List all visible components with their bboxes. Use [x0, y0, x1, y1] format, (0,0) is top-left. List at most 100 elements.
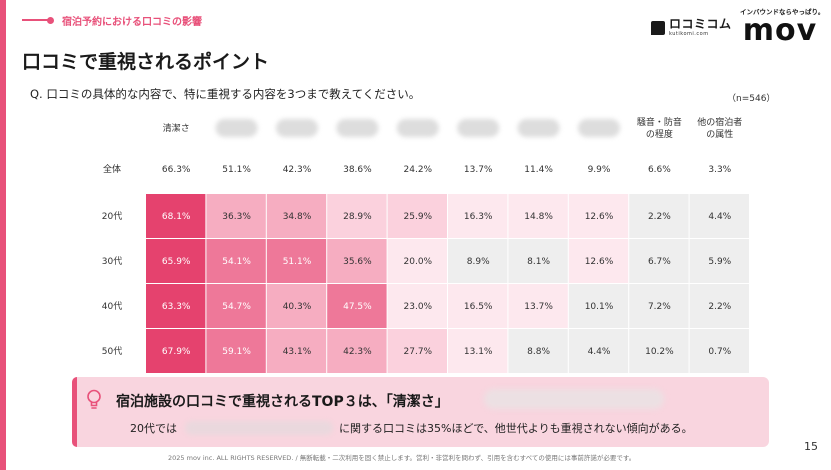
- heatmap-cell: [266, 239, 327, 283]
- cell-value-label: 12.6%: [585, 212, 614, 222]
- callout-body: 20代では に関する口コミは35%ほどで、他世代よりも重視されない傾向がある。: [130, 420, 693, 436]
- cell-value-label: 13.7%: [524, 302, 553, 312]
- accent-sidebar-bar: [0, 0, 6, 470]
- heatmap-cell: [508, 239, 568, 283]
- row-label: 50代: [102, 346, 122, 357]
- breadcrumb-dot-icon: [47, 16, 54, 24]
- column-header: 清潔さ: [163, 122, 190, 134]
- cell-value-label: 51.1%: [222, 165, 251, 175]
- redacted-column-header: [396, 119, 439, 137]
- cell-value-label: 0.7%: [708, 347, 731, 357]
- cell-value-label: 10.2%: [645, 347, 674, 357]
- cell-value-label: 8.1%: [527, 257, 550, 267]
- breadcrumb-line: [22, 19, 48, 21]
- page-title: 口コミで重視されるポイント: [22, 51, 270, 73]
- heatmap-cell: [568, 194, 629, 238]
- survey-question: Q. 口コミの具体的な内容で、特に重視する内容を3つまで教えてください。: [30, 87, 421, 101]
- kuchikomi-brand: ロコミコム: [669, 17, 732, 31]
- heatmap-cell: [689, 329, 749, 373]
- cell-value-label: 63.3%: [162, 302, 191, 312]
- heatmap-cell: [568, 284, 629, 328]
- column-header: 騒音・防音の程度: [637, 116, 682, 140]
- heatmap-cell: [266, 194, 327, 238]
- column-header: 他の宿泊者の属性: [697, 116, 742, 140]
- redacted-column-header: [457, 119, 500, 137]
- heatmap-cell: [266, 329, 327, 373]
- cell-value-label: 6.6%: [648, 165, 671, 175]
- cell-value-label: 35.6%: [343, 257, 372, 267]
- mov-wordmark: mov: [742, 13, 818, 48]
- lightbulb-icon: [87, 389, 101, 409]
- cell-value-label: 36.3%: [222, 212, 251, 222]
- row-label: 20代: [102, 211, 122, 222]
- heatmap-cell: [387, 194, 447, 238]
- heatmap-cell: [206, 284, 266, 328]
- cell-value-label: 4.4%: [708, 212, 731, 222]
- heatmap-cell: [448, 239, 508, 283]
- callout-headline: 宿泊施設の口コミで重視されるTOP３は、「清潔さ」: [116, 394, 449, 410]
- cell-value-label: 8.9%: [467, 257, 490, 267]
- speech-bubble-icon: [651, 20, 665, 35]
- breadcrumb: 宿泊予約における口コミの影響: [22, 12, 202, 28]
- cell-value-label: 6.7%: [648, 257, 671, 267]
- cell-value-label: 42.3%: [283, 165, 312, 175]
- cell-value-label: 12.6%: [585, 257, 614, 267]
- redacted-column-header: [517, 119, 560, 137]
- cell-value-label: 42.3%: [343, 347, 372, 357]
- cell-value-label: 13.1%: [464, 347, 493, 357]
- cell-value-label: 20.0%: [404, 257, 433, 267]
- heatmap-cell: [448, 329, 508, 373]
- row-label: 40代: [102, 301, 122, 312]
- redacted-column-header: [276, 119, 318, 137]
- cell-value-label: 68.1%: [162, 212, 191, 222]
- cell-value-label: 34.8%: [283, 212, 312, 222]
- heatmap-cell: [689, 284, 749, 328]
- heatmap-cell: [387, 239, 447, 283]
- heatmap-cell: [206, 194, 266, 238]
- heatmap-cell: [206, 329, 266, 373]
- heatmap-cell: [508, 329, 568, 373]
- cell-value-label: 43.1%: [283, 347, 312, 357]
- cell-value-label: 54.7%: [222, 302, 251, 312]
- cell-value-label: 24.2%: [404, 165, 433, 175]
- insight-callout: 宿泊施設の口コミで重視されるTOP３は、「清潔さ」 20代では に関する口コミは…: [72, 377, 769, 447]
- heatmap-cell: [146, 284, 206, 328]
- cell-value-label: 54.1%: [222, 257, 251, 267]
- cell-value-label: 67.9%: [162, 347, 191, 357]
- heatmap-cell: [629, 239, 689, 283]
- cell-value-label: 9.9%: [588, 165, 611, 175]
- heatmap-cell: [689, 239, 749, 283]
- cell-value-label: 16.5%: [464, 302, 493, 312]
- heatmap-cell: [448, 284, 508, 328]
- heatmap-cell: [568, 329, 629, 373]
- heatmap-cell: [387, 329, 447, 373]
- cell-value-label: 10.1%: [585, 302, 614, 312]
- cell-value-label: 66.3%: [162, 165, 191, 175]
- heatmap-cell: [508, 194, 568, 238]
- cell-value-label: 2.2%: [648, 212, 671, 222]
- cell-value-label: 11.4%: [524, 165, 553, 175]
- cell-value-label: 59.1%: [222, 347, 251, 357]
- cell-value-label: 5.9%: [708, 257, 731, 267]
- cell-value-label: 14.8%: [524, 212, 553, 222]
- cell-value-label: 7.2%: [648, 302, 671, 312]
- cell-value-label: 65.9%: [162, 257, 191, 267]
- heatmap-cell: [387, 284, 447, 328]
- heatmap-cell: [629, 329, 689, 373]
- cell-value-label: 27.7%: [404, 347, 433, 357]
- callout-accent-bar: [72, 377, 77, 447]
- cell-value-label: 25.9%: [404, 212, 433, 222]
- heatmap-cell: [508, 284, 568, 328]
- heatmap-cell: [146, 194, 206, 238]
- heatmap-cell: [629, 194, 689, 238]
- redacted-text-block: [484, 389, 664, 409]
- heatmap-cell: [146, 239, 206, 283]
- cell-value-label: 38.6%: [343, 165, 372, 175]
- row-label: 全体: [103, 163, 121, 175]
- breadcrumb-text: 宿泊予約における口コミの影響: [62, 16, 202, 28]
- heatmap-cell: [327, 329, 387, 373]
- heatmap-cell: [629, 284, 689, 328]
- heatmap-cell: [327, 284, 387, 328]
- mov-logo: インバウンドならやっぱり。 mov: [740, 6, 824, 48]
- heatmap-cell: [146, 329, 206, 373]
